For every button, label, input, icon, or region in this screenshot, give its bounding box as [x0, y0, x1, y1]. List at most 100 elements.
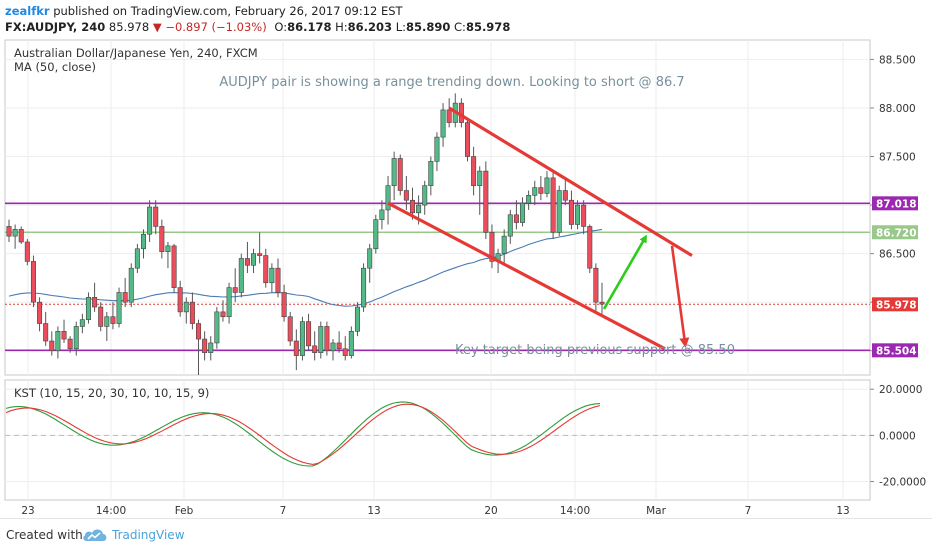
price-tag-label: 86.720 [876, 227, 917, 239]
candle-body [403, 190, 409, 201]
candle-body [116, 292, 122, 324]
time-tick-label: 20 [484, 505, 497, 517]
time-tick-label: Feb [175, 505, 194, 517]
price-tag-label: 85.504 [876, 345, 917, 357]
candle-body [306, 321, 312, 347]
candle-body [477, 170, 483, 186]
candle-body [446, 109, 452, 123]
candles [6, 93, 605, 375]
time-tick-label: Mar [646, 505, 666, 517]
candle-body [92, 297, 98, 308]
time-tick-label: 23 [21, 505, 34, 517]
price-tick-label: 88.500 [879, 54, 916, 66]
candle-body [208, 342, 214, 353]
time-tick-label: 7 [280, 505, 287, 517]
candle-body [599, 301, 605, 305]
candle-body [98, 306, 104, 327]
ma-legend: MA (50, close) [14, 60, 96, 74]
candle-body [257, 253, 263, 256]
candle-body [159, 226, 165, 252]
chart-frame [4, 39, 871, 501]
created-with-text: Created with [6, 528, 83, 542]
candle-body [238, 258, 244, 293]
candle-body [287, 316, 293, 342]
candle-body [55, 331, 61, 352]
candle-body [12, 229, 18, 237]
chart-header: zealfkr published on TradingView.com, Fe… [0, 0, 932, 36]
candle-body [134, 248, 140, 269]
time-tick-label: 13 [836, 505, 849, 517]
symbol-label[interactable]: FX:AUDJPY, 240 [5, 20, 106, 34]
candle-body [544, 177, 550, 194]
candle-body [104, 316, 110, 327]
price-axis[interactable]: 85.50086.00086.50087.00087.50088.00088.5… [870, 54, 926, 489]
candle-body [275, 267, 281, 293]
published-text: published on TradingView.com, February 2… [53, 4, 403, 18]
candle-body [6, 226, 12, 237]
candle-body [177, 287, 183, 313]
candle-body [593, 267, 599, 303]
candle-body [556, 190, 562, 233]
candle-body [220, 311, 226, 318]
candle-body [422, 185, 428, 206]
candle-body [538, 187, 544, 194]
price-tag [872, 225, 918, 240]
candle-body [465, 122, 471, 157]
price-tag [872, 297, 918, 312]
candle-body [532, 187, 538, 196]
price-tags: 87.018 86.720 85.978 85.504 [872, 196, 918, 358]
candle-body [513, 214, 519, 223]
candle-body [153, 206, 159, 227]
candle-body [428, 161, 434, 186]
quote-line: FX:AUDJPY, 240 85.978 ▼ −0.897 (−1.03%) … [5, 20, 510, 34]
candle-body [147, 206, 153, 235]
ma-line [8, 228, 603, 307]
candle-body [336, 342, 342, 350]
candle-body [232, 287, 238, 293]
tradingview-brand[interactable]: TradingView [112, 528, 185, 542]
kst-tick-label: -20.0000 [879, 477, 926, 489]
candle-body [434, 136, 440, 162]
candle-body [568, 199, 574, 225]
candle-body [483, 170, 489, 233]
price-tag [872, 196, 918, 211]
candle-body [471, 156, 477, 186]
kst-pane [5, 401, 601, 467]
candle-body [526, 195, 532, 204]
candle-body [140, 233, 146, 250]
candle-body [373, 219, 379, 250]
channel-upper-line [448, 106, 693, 257]
last-price: 85.978 [108, 20, 150, 34]
candle-body [281, 292, 287, 318]
time-axis[interactable]: 23 14:00 Feb 7 13 20 14:00 Mar 7 13 [21, 505, 849, 517]
kst-legend: KST (10, 15, 20, 30, 10, 10, 15, 9) [14, 386, 209, 400]
candle-body [312, 345, 318, 353]
candle-body [520, 202, 526, 223]
candle-body [79, 319, 85, 327]
time-tick-label: 7 [745, 505, 752, 517]
time-tick-label: 14:00 [560, 505, 590, 517]
price-tick-label: 86.500 [879, 249, 916, 261]
candle-body [128, 267, 134, 303]
tradingview-cloud-icon [83, 529, 107, 541]
candle-body [196, 323, 202, 340]
candle-body [385, 185, 391, 211]
price-tag [872, 343, 918, 358]
candle-body [202, 338, 208, 353]
candle-body [269, 267, 275, 284]
annotation-short: AUDJPY pair is showing a range trending … [219, 75, 684, 90]
candle-body [348, 331, 354, 356]
kst-signal-line [5, 403, 601, 465]
candle-body [361, 267, 367, 308]
author-name[interactable]: zealfkr [5, 4, 50, 18]
open-value: 86.178 [287, 20, 332, 34]
chart-canvas[interactable]: 85.50086.00086.50087.00087.50088.00088.5… [0, 0, 932, 518]
candle-body [226, 287, 232, 318]
candle-body [299, 321, 305, 356]
candle-body [575, 204, 581, 225]
candle-body [30, 261, 36, 303]
trend-drawings [387, 106, 693, 351]
candle-body [550, 177, 556, 233]
candle-body [489, 231, 495, 262]
candle-body [397, 158, 403, 191]
